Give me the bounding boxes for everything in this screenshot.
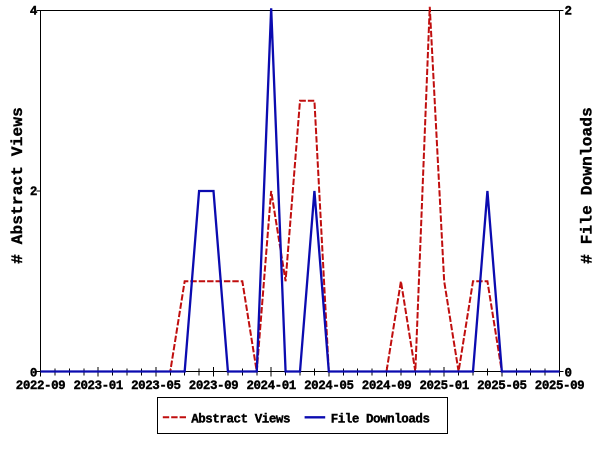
svg-text:0: 0 [30, 367, 37, 381]
svg-text:2025-01: 2025-01 [419, 379, 468, 393]
svg-text:File Downloads: File Downloads [331, 412, 430, 426]
svg-text:2025-05: 2025-05 [477, 379, 526, 393]
svg-text:0: 0 [565, 367, 572, 381]
svg-text:Abstract Views: Abstract Views [191, 412, 290, 426]
svg-text:# Abstract Views: # Abstract Views [9, 107, 27, 264]
svg-text:4: 4 [30, 4, 38, 18]
svg-text:# File Downloads: # File Downloads [579, 107, 597, 264]
svg-text:2025-09: 2025-09 [535, 379, 584, 393]
svg-text:2022-09: 2022-09 [16, 379, 65, 393]
svg-text:2023-01: 2023-01 [73, 379, 122, 393]
svg-text:2023-05: 2023-05 [131, 379, 180, 393]
svg-text:2024-05: 2024-05 [304, 379, 353, 393]
svg-text:2024-01: 2024-01 [246, 379, 295, 393]
svg-text:2024-09: 2024-09 [362, 379, 411, 393]
svg-text:2: 2 [565, 4, 572, 18]
svg-text:2023-09: 2023-09 [189, 379, 238, 393]
svg-text:2: 2 [30, 185, 37, 199]
